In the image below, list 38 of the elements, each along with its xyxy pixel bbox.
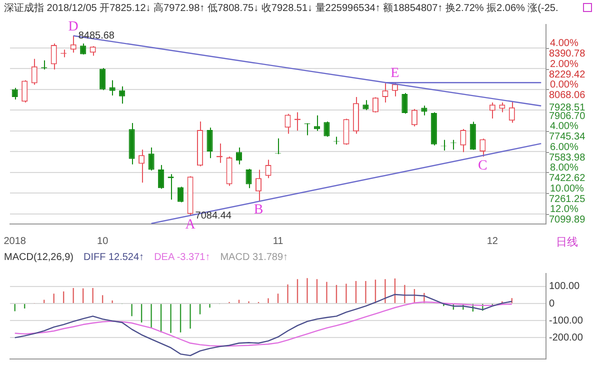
y-tick-label: -100.00 (549, 315, 584, 326)
text: DEA -3.371↑ (154, 252, 210, 263)
y-tick-label: 7583.98 (549, 152, 586, 164)
y-tick-label: -200.00 (549, 332, 584, 344)
y2-tick-label: 6.00% (550, 142, 578, 153)
y-tick-label: 8390.78 (549, 48, 586, 60)
annotation: E (390, 66, 400, 82)
x-tick-label: 2018 (4, 236, 26, 247)
y-tick-label: 0 (549, 298, 555, 310)
text: 日线 (556, 236, 578, 249)
y-tick-label: 8229.42 (549, 69, 586, 80)
y-tick-label: 7422.62 (549, 173, 586, 184)
y2-tick-label: 4.00% (550, 121, 578, 132)
x-tick-label: 11 (272, 236, 284, 247)
annotation: A (185, 218, 196, 233)
chart-title: MACD(12,26,9) (4, 252, 74, 263)
annotation: B (254, 202, 264, 218)
y2-tick-label: 10.00% (550, 183, 584, 194)
y2-tick-label: 8.00% (550, 162, 578, 174)
y-tick-label: 7261.25 (549, 194, 586, 205)
y-tick-label: 100.00 (549, 281, 580, 292)
y2-tick-label: 4.00% (550, 38, 578, 50)
y-tick-label: 7099.89 (549, 214, 586, 226)
x-tick-label: 12 (486, 236, 498, 247)
annotation: 7084.44 (195, 210, 232, 222)
annotation: C (478, 158, 488, 174)
x-tick-label: 10 (97, 236, 109, 247)
annotation: D (68, 19, 78, 34)
y-tick-label: 7745.34 (549, 132, 586, 143)
series-label: MACD 31.789↑ (220, 252, 288, 263)
y-tick-label: 7906.70 (549, 110, 586, 122)
y-tick-label: 8068.06 (549, 90, 586, 102)
y2-tick-label: 12.0% (550, 204, 578, 216)
annotation: 8485.68 (78, 30, 115, 42)
text: DIFF 12.524↑ (83, 252, 144, 263)
chart-title: 深证成指 2018/12/05 开7825.12↓ 高7972.98↑ 低7808.75↓ 收7928.51↓ 量225996534↑ 额18854807↑ 换2.72% 振2.06% 涨(-25. (4, 2, 558, 15)
y2-tick-label: 0.00% (550, 80, 578, 91)
y2-tick-label: 2.00% (550, 58, 578, 70)
